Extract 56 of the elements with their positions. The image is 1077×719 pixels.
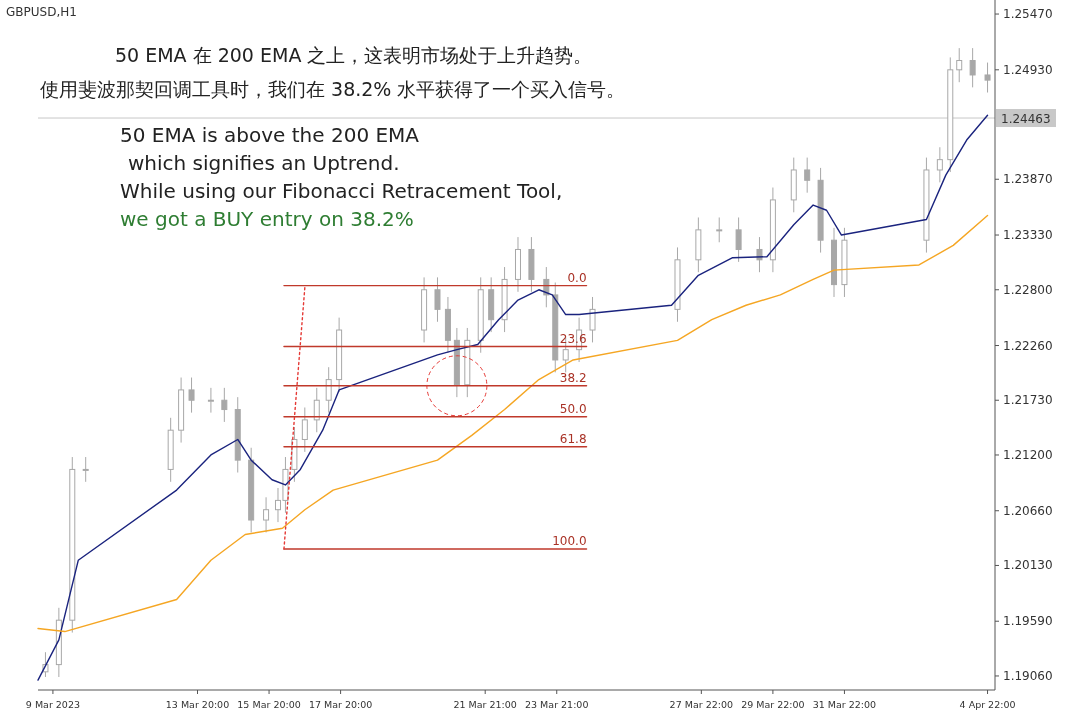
candlestick <box>936 146 943 183</box>
annotation: which signifies an Uptrend. <box>128 151 400 175</box>
candlestick <box>325 366 332 414</box>
y-tick-label: 1.20130 <box>1003 558 1053 573</box>
candlestick <box>589 296 596 343</box>
x-tick-label: 29 Mar 22:00 <box>741 699 805 710</box>
candlestick <box>82 456 89 483</box>
candlestick <box>221 387 228 423</box>
candlestick <box>313 387 320 433</box>
y-tick-label: 1.21200 <box>1003 447 1053 462</box>
candlestick <box>984 62 991 94</box>
line-series <box>37 214 989 633</box>
candlestick <box>543 266 550 308</box>
annotation: While using our Fibonacci Retracement Tool, <box>120 179 563 203</box>
x-tick-label: 23 Mar 21:00 <box>525 699 589 710</box>
y-tick-label: 1.19060 <box>1003 668 1053 683</box>
y-tick-label: 1.20660 <box>1003 503 1053 518</box>
x-tick-label: 13 Mar 20:00 <box>165 699 230 710</box>
candlestick <box>969 47 976 88</box>
y-tick-label: 1.21730 <box>1003 393 1053 408</box>
y-tick-label: 1.19590 <box>1003 614 1053 629</box>
x-tick-label: 9 Mar 2023 <box>25 699 80 710</box>
line-series <box>37 114 989 681</box>
candlestick <box>956 47 963 83</box>
x-tick-label: 31 Mar 22:00 <box>812 699 877 710</box>
annotation: 38.2 <box>559 370 587 385</box>
candlestick <box>434 276 441 323</box>
x-tick-label: 4 Apr 22:00 <box>959 699 1016 710</box>
candlestick <box>735 216 742 263</box>
candlestick <box>188 377 195 414</box>
annotation: 50.0 <box>559 401 587 416</box>
annotation: we got a BUY entry on 38.2% <box>120 207 414 231</box>
candlestick <box>207 387 214 414</box>
annotation: 使用斐波那契回调工具时，我们在 38.2% 水平获得了一个买入信号。 <box>40 78 626 100</box>
annotation: 50 EMA is above the 200 EMA <box>120 123 420 147</box>
annotation: 23.6 <box>559 331 587 346</box>
y-tick-label: 1.24930 <box>1003 62 1053 77</box>
x-tick-label: 17 Mar 20:00 <box>308 699 373 710</box>
candlestick <box>804 157 811 194</box>
y-tick-label: 1.22800 <box>1003 282 1053 297</box>
y-tick-label: 1.23870 <box>1003 172 1053 187</box>
y-tick-label: 1.25470 <box>1003 7 1053 22</box>
annotation: 61.8 <box>559 431 587 446</box>
x-tick-label: 21 Mar 21:00 <box>453 699 517 710</box>
y-tick-label: 1.22260 <box>1003 338 1053 353</box>
ref-line-label: 1.24463 <box>1001 112 1051 127</box>
text: GBPUSD,H1 <box>6 5 77 19</box>
y-tick-label: 1.23330 <box>1003 228 1053 243</box>
x-tick-label: 15 Mar 20:00 <box>237 699 301 710</box>
x-tick-label: 27 Mar 22:00 <box>669 699 734 710</box>
candlestick <box>716 216 723 243</box>
annotation: 50 EMA 在 200 EMA 之上，这表明市场处于上升趋势。 <box>115 44 593 66</box>
candlestick <box>263 496 270 533</box>
annotation: 0.0 <box>567 270 587 285</box>
candlestick <box>301 406 308 453</box>
annotation: 100.0 <box>552 533 587 548</box>
